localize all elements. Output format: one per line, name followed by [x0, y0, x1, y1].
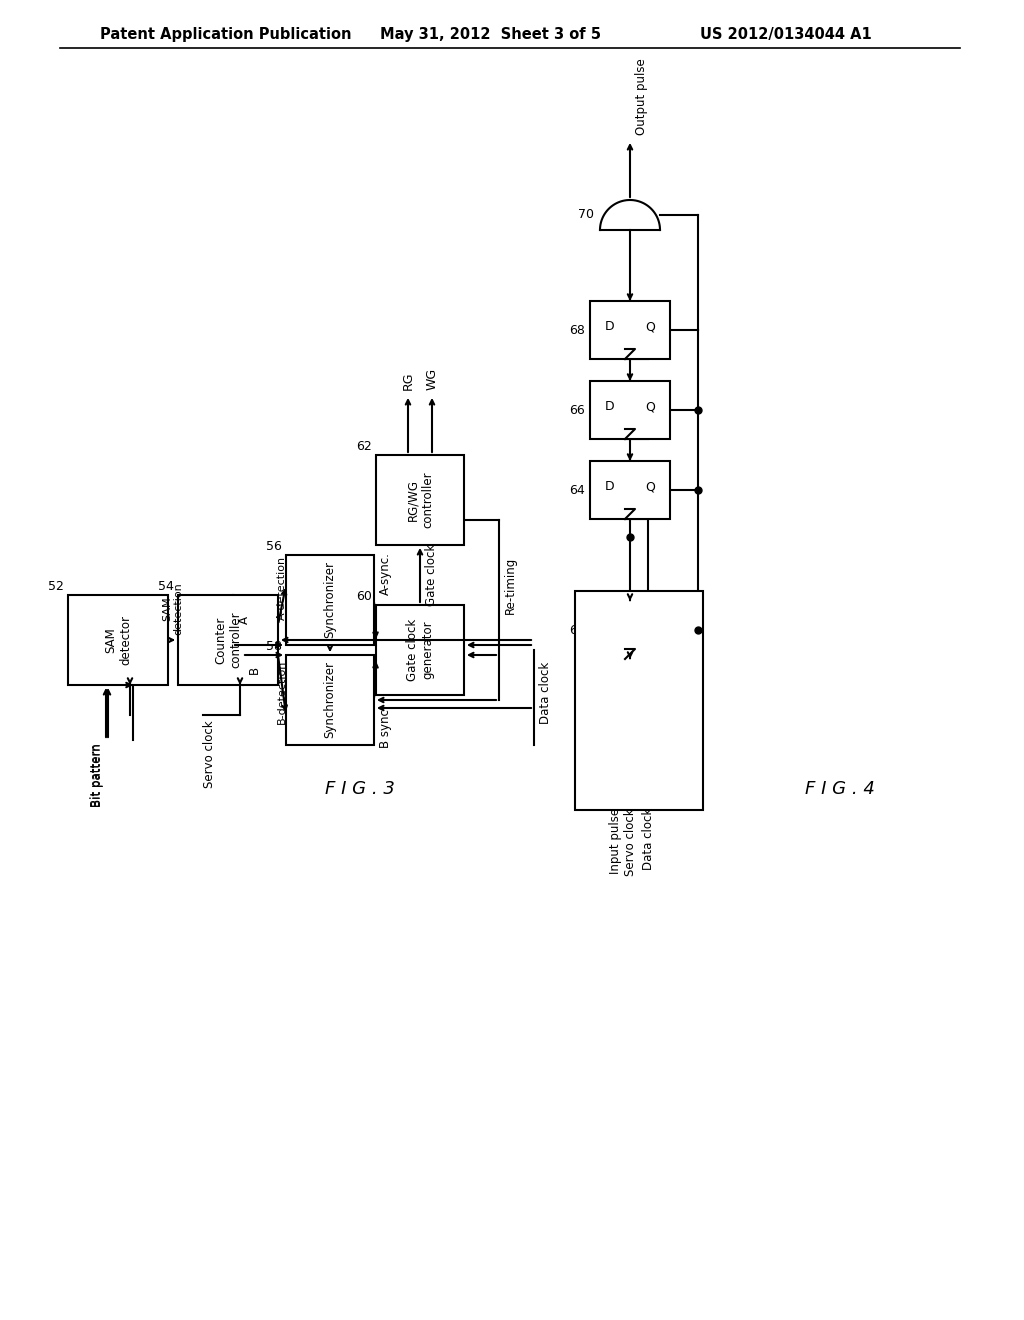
Text: 56: 56	[266, 540, 282, 553]
Text: 68: 68	[569, 323, 585, 337]
Text: Bit pattern: Bit pattern	[91, 743, 104, 807]
Text: 60: 60	[356, 590, 372, 603]
Text: Synchronizer: Synchronizer	[324, 661, 337, 738]
Text: D: D	[605, 480, 614, 494]
Text: Counter
controller: Counter controller	[214, 611, 242, 668]
Text: D: D	[605, 400, 614, 413]
Text: Servo clock: Servo clock	[624, 808, 637, 875]
Text: Q: Q	[645, 400, 655, 413]
Text: Gate clock: Gate clock	[425, 544, 438, 606]
Text: Synchronizer: Synchronizer	[324, 561, 337, 639]
Bar	[590, 601, 670, 659]
Text: Gate clock
generator: Gate clock generator	[406, 619, 434, 681]
Text: Input pulse: Input pulse	[608, 808, 622, 874]
Bar	[178, 595, 278, 685]
Bar	[590, 381, 670, 440]
Text: Patent Application Publication: Patent Application Publication	[100, 26, 351, 41]
Text: D: D	[605, 620, 614, 634]
Text: B sync.: B sync.	[379, 705, 392, 747]
Text: US 2012/0134044 A1: US 2012/0134044 A1	[700, 26, 871, 41]
Text: A-sync.: A-sync.	[379, 552, 392, 595]
Bar	[286, 554, 374, 645]
Bar	[68, 595, 168, 685]
Text: Output pulse: Output pulse	[635, 58, 648, 135]
Text: RG: RG	[401, 371, 415, 389]
Text: 58: 58	[266, 640, 282, 653]
Text: Q: Q	[645, 620, 655, 634]
Bar	[376, 605, 464, 696]
Text: F I G . 4: F I G . 4	[805, 780, 874, 799]
Text: 52: 52	[48, 579, 63, 593]
Bar	[590, 461, 670, 519]
Text: D: D	[605, 321, 614, 334]
Text: B-detection: B-detection	[278, 660, 287, 725]
Text: Data clock: Data clock	[539, 661, 552, 723]
Text: SAM
detection: SAM detection	[162, 582, 183, 635]
Bar	[286, 655, 374, 744]
Text: SAM
detector: SAM detector	[104, 615, 132, 665]
Text: May 31, 2012  Sheet 3 of 5: May 31, 2012 Sheet 3 of 5	[380, 26, 601, 41]
Text: 70: 70	[578, 209, 594, 222]
Text: B: B	[248, 665, 261, 675]
Text: Data clock: Data clock	[641, 808, 654, 870]
Bar	[376, 455, 464, 545]
Text: Servo clock: Servo clock	[203, 719, 216, 788]
Text: A-detection: A-detection	[278, 556, 287, 620]
Text: Q: Q	[645, 480, 655, 494]
Text: 60: 60	[581, 730, 596, 742]
Text: 64: 64	[569, 483, 585, 496]
Text: A: A	[238, 616, 251, 624]
Text: 62: 62	[569, 623, 585, 636]
Text: WG: WG	[426, 368, 438, 389]
Bar	[590, 301, 670, 359]
Text: Re-timing: Re-timing	[504, 556, 517, 614]
Text: 66: 66	[569, 404, 585, 417]
Text: F I G . 3: F I G . 3	[325, 780, 395, 799]
Text: Bit pattern: Bit pattern	[90, 743, 103, 807]
Text: 62: 62	[356, 440, 372, 453]
Bar	[575, 591, 703, 810]
Text: 54: 54	[158, 579, 174, 593]
Text: Q: Q	[645, 321, 655, 334]
Text: RG/WG
controller: RG/WG controller	[406, 471, 434, 528]
